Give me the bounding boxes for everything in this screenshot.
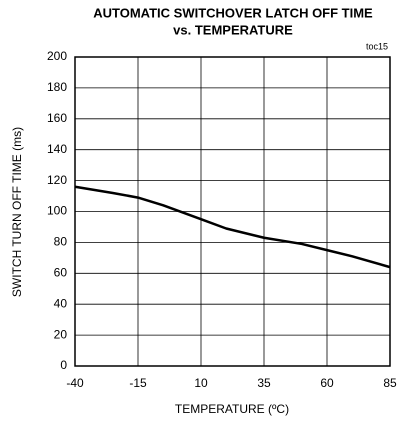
data-line (74, 185, 391, 269)
chart-title: AUTOMATIC SWITCHOVER LATCH OFF TIME (93, 5, 373, 20)
x-tick-label: 60 (320, 376, 334, 390)
y-axis-label: SWITCH TURN OFF TIME (ms) (10, 127, 24, 297)
x-tick-label: 35 (257, 376, 271, 390)
plot-frame (74, 56, 391, 367)
y-tick-label: 0 (60, 358, 67, 372)
x-axis-label: TEMPERATURE (ºC) (175, 402, 289, 416)
x-tick-label: -40 (66, 376, 84, 390)
annotation: toc15 (366, 41, 388, 51)
y-tick-label: 80 (54, 235, 68, 249)
y-tick-label: 20 (54, 327, 68, 341)
y-tick-label: 60 (54, 265, 68, 279)
y-tick-label: 120 (47, 173, 67, 187)
y-tick-label: 100 (47, 204, 67, 218)
y-tick-label: 140 (47, 142, 67, 156)
x-tick-label: -15 (129, 376, 147, 390)
chart-title: vs. TEMPERATURE (173, 22, 293, 37)
y-tick-label: 200 (47, 49, 67, 63)
y-tick-label: 160 (47, 111, 67, 125)
y-tick-label: 40 (54, 296, 68, 310)
x-tick-label: 85 (383, 376, 397, 390)
y-tick-label: 180 (47, 80, 67, 94)
x-tick-label: 10 (194, 376, 208, 390)
